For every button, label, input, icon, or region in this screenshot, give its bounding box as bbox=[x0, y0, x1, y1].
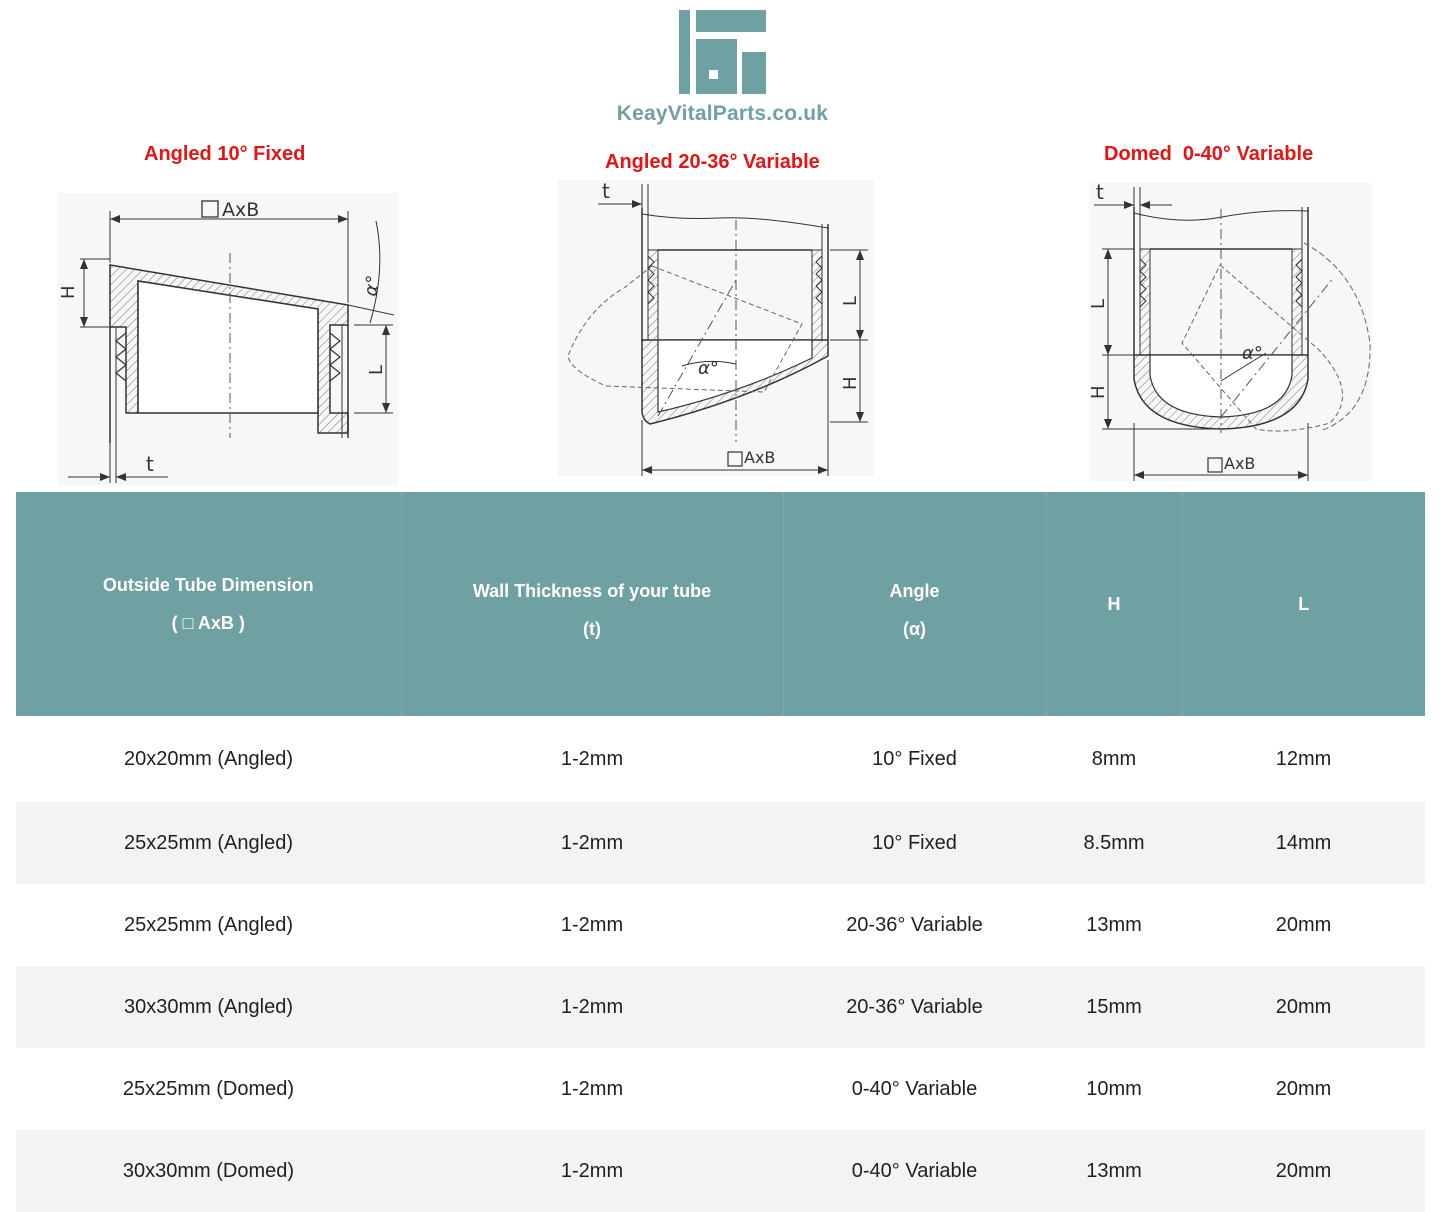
cell-l: 14mm bbox=[1182, 802, 1425, 884]
cell-h: 8.5mm bbox=[1046, 802, 1182, 884]
cell-h: 13mm bbox=[1086, 913, 1142, 936]
t-label: t bbox=[602, 180, 610, 203]
keay-logo-mark bbox=[678, 10, 766, 94]
l-label: L bbox=[840, 296, 861, 306]
table-row: 20x20mm (Angled) 1-2mm 10° Fixed 8mm 12m… bbox=[16, 716, 1425, 802]
cell-dimension: 20x20mm (Angled) bbox=[124, 747, 293, 770]
alpha-label: α° bbox=[360, 274, 384, 298]
cell-h: 15mm bbox=[1046, 966, 1182, 1048]
header-l: L bbox=[1182, 492, 1425, 716]
cell-angle: 20-36° Variable bbox=[846, 913, 983, 936]
header-line: (α) bbox=[902, 619, 927, 639]
type-title-angled-fixed: Angled 10° Fixed bbox=[144, 143, 306, 165]
table-row: 25x25mm (Angled) 1-2mm 20-36° Variable 1… bbox=[16, 884, 1425, 966]
cell-thickness: 1-2mm bbox=[401, 966, 783, 1048]
diagram-domed-variable: α° t L H AxB bbox=[1090, 183, 1372, 481]
cell-l: 20mm bbox=[1275, 913, 1332, 936]
t-label: t bbox=[146, 452, 154, 476]
cell-dimension: 30x30mm (Domed) bbox=[16, 1130, 401, 1212]
type-title-angled-variable: Angled 20-36° Variable bbox=[605, 151, 820, 173]
header-line: Wall Thickness of your tube bbox=[472, 581, 712, 601]
cell-dimension: 25x25mm (Angled) bbox=[124, 913, 293, 936]
header-line: L bbox=[1298, 594, 1310, 614]
header-line: Angle bbox=[889, 581, 940, 601]
l-label: L bbox=[1090, 299, 1109, 309]
header-line: H bbox=[1107, 594, 1121, 614]
brand-name: KeayVitalParts.co.uk bbox=[616, 102, 829, 125]
header-line: (t) bbox=[583, 619, 601, 639]
axb-label: AxB bbox=[222, 199, 259, 221]
type-title-domed-variable: Domed 0-40° Variable bbox=[1104, 143, 1314, 165]
diagram-angled-fixed: AxB H L α° t bbox=[58, 193, 398, 485]
alpha-label: α° bbox=[1242, 343, 1263, 364]
cell-angle: 0-40° Variable bbox=[783, 1130, 1046, 1212]
cell-angle: 10° Fixed bbox=[783, 802, 1046, 884]
header-line: Outside Tube Dimension bbox=[102, 575, 314, 595]
spec-table: Outside Tube Dimension ( □ AxB ) Wall Th… bbox=[16, 492, 1425, 1212]
header-outside-dimension: Outside Tube Dimension ( □ AxB ) bbox=[16, 492, 402, 716]
cell-h: 10mm bbox=[1086, 1077, 1142, 1100]
diagram-angled-variable: α° t L H AxB bbox=[558, 180, 874, 476]
cell-dimension: 25x25mm (Domed) bbox=[122, 1077, 295, 1100]
cell-l: 20mm bbox=[1182, 1130, 1425, 1212]
cell-dimension: 25x25mm (Angled) bbox=[16, 802, 401, 884]
cell-angle: 0-40° Variable bbox=[851, 1077, 978, 1100]
cell-l: 12mm bbox=[1275, 747, 1332, 770]
l-label: L bbox=[366, 365, 387, 375]
axb-label: AxB bbox=[1224, 454, 1255, 473]
table-row: 30x30mm (Domed) 1-2mm 0-40° Variable 13m… bbox=[16, 1130, 1425, 1212]
cell-angle: 10° Fixed bbox=[872, 747, 957, 770]
cell-dimension: 30x30mm (Angled) bbox=[16, 966, 401, 1048]
h-label: H bbox=[840, 376, 861, 390]
table-row: 30x30mm (Angled) 1-2mm 20-36° Variable 1… bbox=[16, 966, 1425, 1048]
cell-thickness: 1-2mm bbox=[560, 913, 624, 936]
header-angle: Angle (α) bbox=[783, 492, 1047, 716]
h-label: H bbox=[58, 285, 79, 299]
cell-thickness: 1-2mm bbox=[401, 1130, 783, 1212]
axb-label: AxB bbox=[744, 448, 775, 467]
table-row: 25x25mm (Angled) 1-2mm 10° Fixed 8.5mm 1… bbox=[16, 802, 1425, 884]
header-wall-thickness: Wall Thickness of your tube (t) bbox=[401, 492, 784, 716]
cell-l: 20mm bbox=[1275, 1077, 1332, 1100]
cell-l: 20mm bbox=[1182, 966, 1425, 1048]
header-h: H bbox=[1046, 492, 1183, 716]
cell-thickness: 1-2mm bbox=[560, 1077, 624, 1100]
table-row: 25x25mm (Domed) 1-2mm 0-40° Variable 10m… bbox=[16, 1048, 1425, 1130]
cell-thickness: 1-2mm bbox=[560, 747, 624, 770]
cell-h: 13mm bbox=[1046, 1130, 1182, 1212]
t-label: t bbox=[1096, 183, 1104, 204]
table-header-row: Outside Tube Dimension ( □ AxB ) Wall Th… bbox=[16, 492, 1425, 716]
brand-logo: KeayVitalParts.co.uk bbox=[0, 10, 1445, 126]
header-line: ( □ AxB ) bbox=[171, 613, 245, 633]
cell-angle: 20-36° Variable bbox=[783, 966, 1046, 1048]
cell-thickness: 1-2mm bbox=[401, 802, 783, 884]
h-label: H bbox=[1090, 385, 1109, 399]
alpha-label: α° bbox=[698, 358, 719, 379]
cell-h: 8mm bbox=[1091, 747, 1137, 770]
